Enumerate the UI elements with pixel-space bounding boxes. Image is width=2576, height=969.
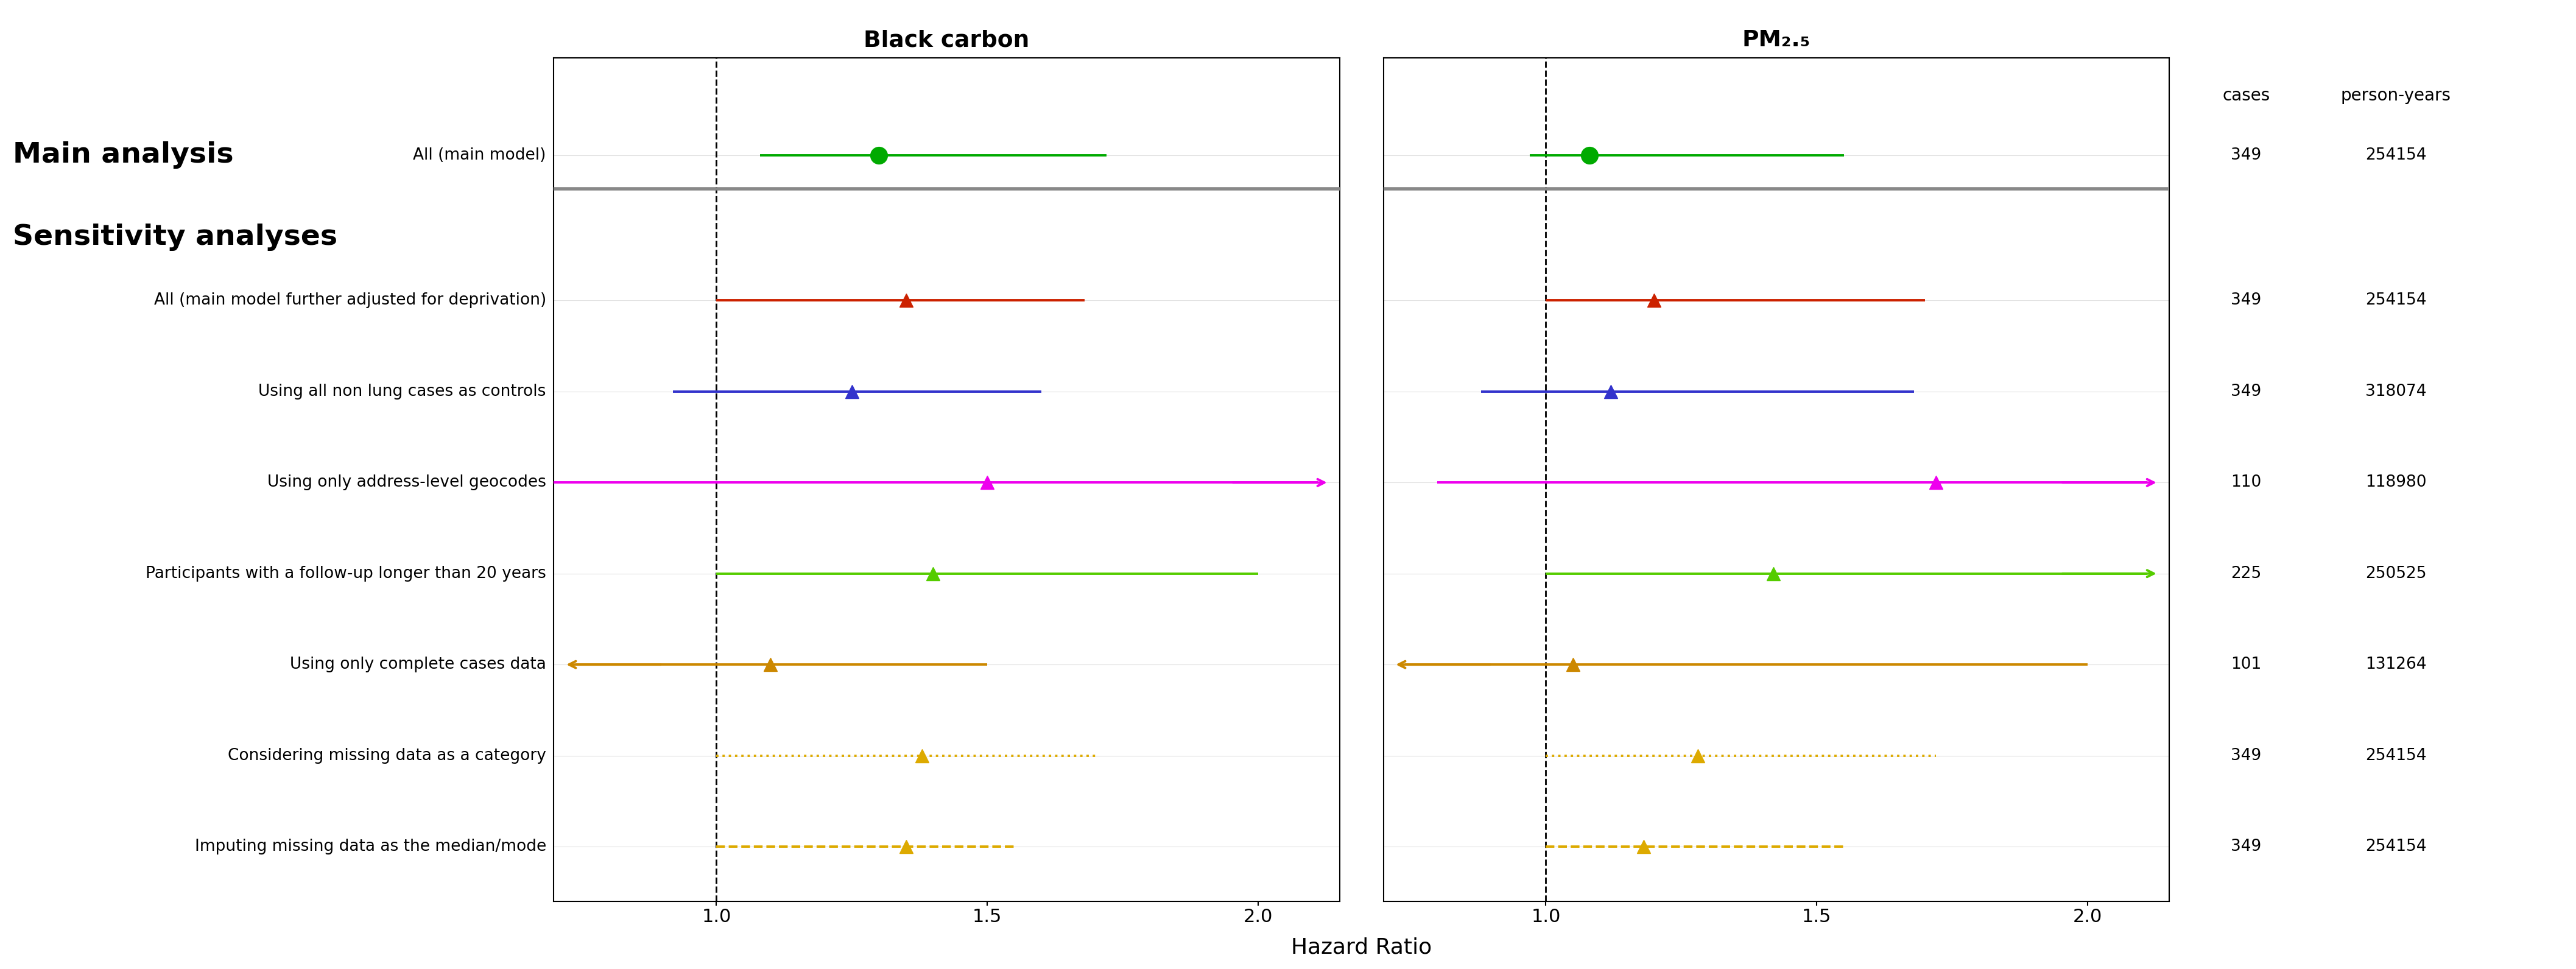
Text: Using only complete cases data: Using only complete cases data xyxy=(291,657,546,672)
Text: 349: 349 xyxy=(2231,384,2262,399)
Text: 254154: 254154 xyxy=(2365,293,2427,308)
Text: 131264: 131264 xyxy=(2365,657,2427,672)
Text: Sensitivity analyses: Sensitivity analyses xyxy=(13,224,337,251)
Text: 254154: 254154 xyxy=(2365,147,2427,163)
Title: PM₂.₅: PM₂.₅ xyxy=(1741,29,1811,51)
Text: 254154: 254154 xyxy=(2365,838,2427,855)
Text: All (main model further adjusted for deprivation): All (main model further adjusted for dep… xyxy=(155,293,546,308)
Title: Black carbon: Black carbon xyxy=(863,29,1030,51)
Text: Using all non lung cases as controls: Using all non lung cases as controls xyxy=(258,384,546,399)
Text: 101: 101 xyxy=(2231,657,2262,672)
Text: Using only address-level geocodes: Using only address-level geocodes xyxy=(268,475,546,490)
Text: Participants with a follow-up longer than 20 years: Participants with a follow-up longer tha… xyxy=(147,566,546,581)
Text: 250525: 250525 xyxy=(2365,566,2427,581)
Text: 118980: 118980 xyxy=(2365,475,2427,490)
Text: 349: 349 xyxy=(2231,147,2262,163)
Text: 349: 349 xyxy=(2231,838,2262,855)
Text: Hazard Ratio: Hazard Ratio xyxy=(1291,937,1432,958)
Text: Imputing missing data as the median/mode: Imputing missing data as the median/mode xyxy=(196,838,546,855)
Text: 349: 349 xyxy=(2231,748,2262,764)
Text: All (main model): All (main model) xyxy=(412,147,546,163)
Text: Main analysis: Main analysis xyxy=(13,141,234,169)
Text: 349: 349 xyxy=(2231,293,2262,308)
Text: 318074: 318074 xyxy=(2365,384,2427,399)
Text: person-years: person-years xyxy=(2342,87,2450,104)
Text: 225: 225 xyxy=(2231,566,2262,581)
Text: 110: 110 xyxy=(2231,475,2262,490)
Text: cases: cases xyxy=(2223,87,2269,104)
Text: 254154: 254154 xyxy=(2365,748,2427,764)
Text: Considering missing data as a category: Considering missing data as a category xyxy=(227,748,546,764)
